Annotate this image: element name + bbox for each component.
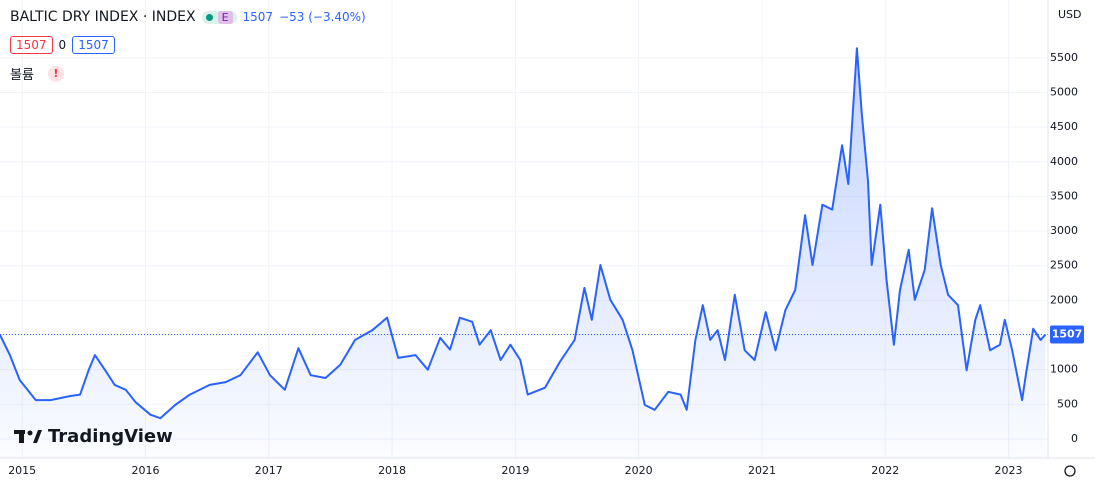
settings-icon[interactable]	[1064, 465, 1076, 477]
y-tick-label: 2500	[1050, 259, 1078, 272]
y-tick-label: 1000	[1050, 363, 1078, 376]
logo: TradingView	[14, 426, 173, 447]
status-dot	[205, 13, 213, 21]
bid: 1507	[10, 36, 53, 54]
x-tick-label: 2016	[131, 464, 159, 477]
logo-text: TradingView	[48, 426, 173, 447]
x-tick-label: 2018	[378, 464, 406, 477]
volume-row: 볼륨 !	[10, 64, 64, 83]
spread: 0	[58, 38, 67, 52]
volume: 볼륨	[10, 68, 34, 83]
alert[interactable]: !	[47, 65, 64, 82]
price-line	[0, 47, 1047, 420]
symbol: BALTIC DRY INDEX · INDEX	[10, 9, 196, 25]
last: 1507	[242, 10, 274, 24]
currency[interactable]: USD	[1058, 8, 1082, 21]
status: E	[201, 10, 237, 24]
area-fill	[0, 48, 1046, 458]
x-tick-label: 2017	[255, 464, 283, 477]
y-tick-label: 3500	[1050, 189, 1078, 202]
y-tick-label: 4500	[1050, 120, 1078, 133]
y-tick-label: 5500	[1050, 51, 1078, 64]
y-tick-label: 2000	[1050, 293, 1078, 306]
x-tick-label: 2020	[625, 464, 653, 477]
x-tick-label: 2015	[8, 464, 36, 477]
x-tick-label: 2023	[995, 464, 1023, 477]
x-tick-label: 2021	[748, 464, 776, 477]
last-price-label: 1507	[1052, 328, 1083, 341]
y-tick-label: 4000	[1050, 155, 1078, 168]
x-tick-label: 2022	[871, 464, 899, 477]
y-tick-label: 500	[1057, 397, 1078, 410]
change: −53 (−3.40%)	[279, 10, 366, 24]
y-tick-label: 5000	[1050, 86, 1078, 99]
legend-row: BALTIC DRY INDEX · INDEX E 1507 −53 (−3.…	[10, 9, 366, 25]
x-tick-label: 2019	[501, 464, 529, 477]
y-tick-label: 0	[1071, 432, 1078, 445]
y-tick-label: 3000	[1050, 224, 1078, 237]
ask: 1507	[72, 36, 115, 54]
badge: E	[217, 10, 233, 24]
last-price-box	[1050, 325, 1084, 344]
value-row: 1507 0 1507	[10, 36, 115, 54]
